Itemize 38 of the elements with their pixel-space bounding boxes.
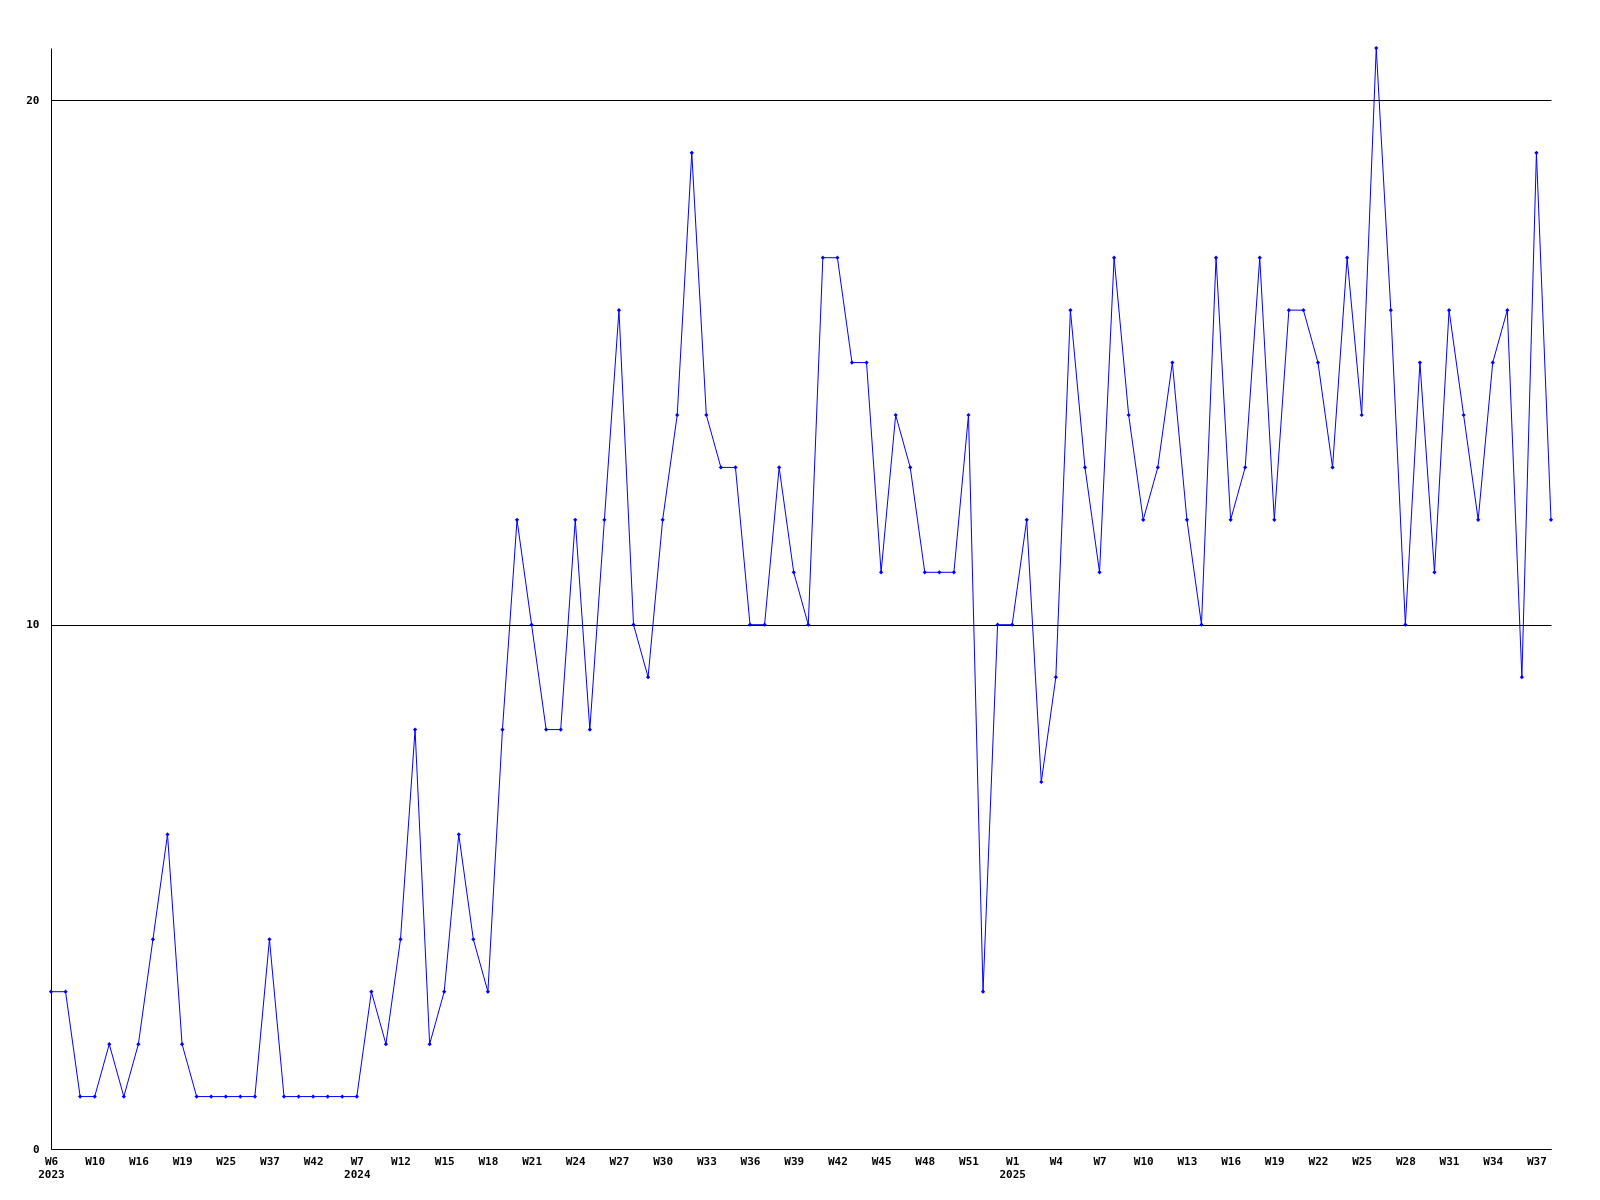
- x-tick-label: W22: [1308, 1154, 1329, 1168]
- x-tick-label: W12: [391, 1154, 411, 1168]
- x-tick-label: W16: [128, 1154, 150, 1168]
- x-tick-label: W4: [1049, 1154, 1064, 1168]
- x-tick-label: W25: [216, 1154, 237, 1168]
- x-tick-label: W19: [172, 1154, 193, 1168]
- x-tick-label: W25: [1352, 1154, 1373, 1168]
- y-tick-label: 20: [26, 93, 40, 107]
- x-tick-label: W42: [303, 1154, 324, 1168]
- y-tick-label: 0: [32, 1142, 40, 1156]
- x-tick-label: W15: [434, 1154, 455, 1168]
- x-tick-label: W48: [915, 1154, 936, 1168]
- x-tick-label: W18: [478, 1154, 499, 1168]
- x-tick-label: W37: [1527, 1154, 1547, 1168]
- x-tick-label: W1 2025: [999, 1154, 1026, 1181]
- x-tick-label: W19: [1264, 1154, 1285, 1168]
- x-tick-label: W30: [653, 1154, 674, 1168]
- x-tick-label: W42: [827, 1154, 848, 1168]
- x-tick-label: W39: [784, 1154, 805, 1168]
- x-tick-label: W13: [1177, 1154, 1198, 1168]
- x-tick-label: W28: [1395, 1154, 1416, 1168]
- x-tick-label: W10: [1133, 1154, 1154, 1168]
- x-tick-label: W7: [1093, 1154, 1107, 1168]
- x-tick-label: W45: [871, 1154, 892, 1168]
- x-tick-label: W37: [260, 1154, 280, 1168]
- x-tick-label: W31: [1439, 1154, 1460, 1168]
- x-tick-label: W10: [85, 1154, 106, 1168]
- x-tick-label: W36: [740, 1154, 761, 1168]
- x-tick-label: W21: [522, 1154, 543, 1168]
- y-tick-label: 10: [26, 618, 40, 632]
- x-tick-label: W51: [959, 1154, 980, 1168]
- x-tick-label: W27: [609, 1154, 630, 1168]
- x-tick-label: W16: [1221, 1154, 1242, 1168]
- x-tick-label: W24: [565, 1154, 587, 1168]
- x-tick-label: W34: [1483, 1154, 1504, 1168]
- x-tick-label: W7 2024: [344, 1154, 371, 1181]
- x-tick-label: W6 2023: [38, 1154, 65, 1181]
- x-tick-label: W33: [696, 1154, 717, 1168]
